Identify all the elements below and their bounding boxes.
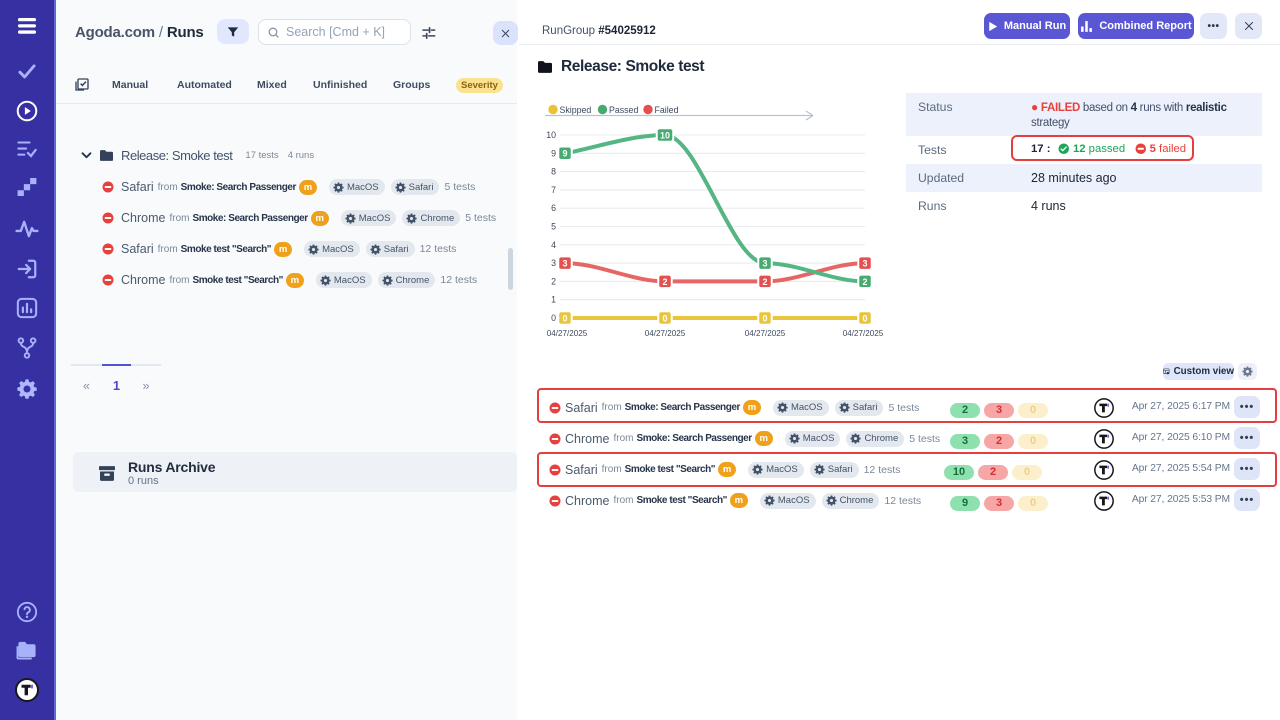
svg-text:6: 6: [551, 203, 556, 213]
svg-text:Passed: Passed: [609, 105, 638, 115]
svg-text:04/27/2025: 04/27/2025: [547, 329, 588, 338]
svg-text:2: 2: [551, 276, 556, 286]
svg-text:0: 0: [562, 313, 567, 323]
svg-text:2: 2: [862, 277, 867, 287]
svg-text:3: 3: [762, 259, 767, 269]
svg-text:0: 0: [551, 313, 556, 323]
svg-text:10: 10: [660, 130, 670, 140]
svg-text:Failed: Failed: [655, 105, 679, 115]
svg-text:8: 8: [551, 167, 556, 177]
svg-text:1: 1: [551, 295, 556, 305]
svg-text:7: 7: [551, 185, 556, 195]
svg-text:2: 2: [662, 277, 667, 287]
svg-text:0: 0: [762, 313, 767, 323]
svg-text:04/27/2025: 04/27/2025: [645, 329, 686, 338]
svg-text:9: 9: [562, 149, 567, 159]
svg-text:5: 5: [551, 222, 556, 232]
svg-text:3: 3: [551, 258, 556, 268]
svg-text:3: 3: [862, 259, 867, 269]
svg-text:4: 4: [551, 240, 556, 250]
svg-text:9: 9: [551, 148, 556, 158]
svg-text:2: 2: [762, 277, 767, 287]
svg-text:0: 0: [662, 313, 667, 323]
svg-text:Skipped: Skipped: [560, 105, 592, 115]
svg-text:3: 3: [562, 259, 567, 269]
svg-text:10: 10: [546, 130, 556, 140]
svg-text:04/27/2025: 04/27/2025: [843, 329, 884, 338]
svg-text:04/27/2025: 04/27/2025: [745, 329, 786, 338]
svg-text:0: 0: [862, 313, 867, 323]
